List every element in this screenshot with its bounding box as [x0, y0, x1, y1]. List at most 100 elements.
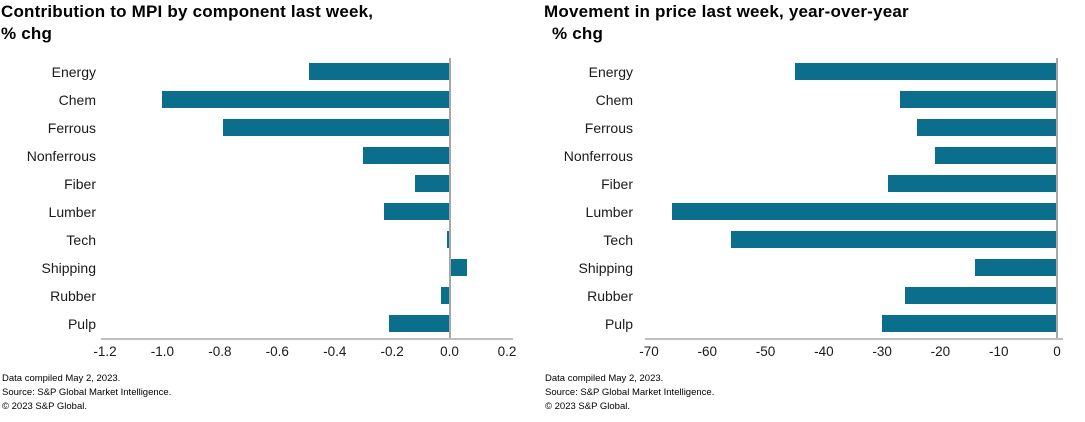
bar-track	[649, 170, 1057, 198]
category-label-pulp: Pulp	[604, 316, 633, 332]
category-label-nonferrous: Nonferrous	[563, 148, 633, 164]
x-tick-label: -0.4	[323, 344, 347, 359]
bar-track	[105, 310, 507, 338]
bar-shipping	[975, 259, 1057, 276]
chart-row-chem: Chem	[543, 86, 1085, 114]
bar-track	[649, 254, 1057, 282]
bar-track	[649, 198, 1057, 226]
chart-row-shipping: Shipping	[543, 254, 1085, 282]
x-tick-label: -0.2	[380, 344, 404, 359]
bar-chem	[899, 91, 1057, 108]
category-label-shipping: Shipping	[578, 260, 634, 276]
bar-rubber	[440, 287, 450, 304]
x-tick-label: -50	[755, 344, 776, 359]
plot-area: Energy Chem Ferrous Nonferrous Fiber Lumber Te…	[543, 58, 1085, 359]
chart-title-line2: % chg	[552, 24, 604, 43]
category-label-chem: Chem	[58, 92, 96, 108]
plot-area: Energy Chem Ferrous Nonferrous Fiber Lumber Te…	[0, 58, 540, 359]
x-tick-label: -1.2	[93, 344, 117, 359]
bar-track	[649, 142, 1057, 170]
chart-row-tech: Tech	[543, 226, 1085, 254]
bar-track	[105, 58, 507, 86]
chart-row-fiber: Fiber	[543, 170, 1085, 198]
chart-title-line1: Contribution to MPI by component last we…	[1, 2, 374, 21]
bar-track	[105, 226, 507, 254]
bar-rows: Energy Chem Ferrous Nonferrous Fiber Lumber Te…	[0, 58, 540, 338]
bar-nonferrous	[934, 147, 1057, 164]
bar-track	[105, 198, 507, 226]
x-tick-label: -60	[697, 344, 718, 359]
category-label-lumber: Lumber	[48, 204, 96, 220]
chart-row-shipping: Shipping	[0, 254, 540, 282]
x-tick-label: 0	[1053, 344, 1061, 359]
footnote-copyright: © 2023 S&P Global.	[2, 400, 87, 412]
bar-ferrous	[917, 119, 1057, 136]
chart-row-tech: Tech	[0, 226, 540, 254]
chart-row-ferrous: Ferrous	[543, 114, 1085, 142]
chart-row-energy: Energy	[543, 58, 1085, 86]
bar-energy	[308, 63, 450, 80]
x-tick-label: -1.0	[150, 344, 175, 359]
category-label-lumber: Lumber	[585, 204, 633, 220]
chart-row-chem: Chem	[0, 86, 540, 114]
chart-title-line1: Movement in price last week, year-over-y…	[544, 2, 909, 21]
x-axis-line	[645, 338, 1063, 340]
category-label-tech: Tech	[603, 232, 633, 248]
category-label-chem: Chem	[595, 92, 633, 108]
chart-row-energy: Energy	[0, 58, 540, 86]
chart-row-lumber: Lumber	[0, 198, 540, 226]
bar-rows: Energy Chem Ferrous Nonferrous Fiber Lumber Te…	[543, 58, 1085, 338]
footnote: Data compiled May 2, 2023. Source: S&P G…	[545, 372, 714, 413]
bar-ferrous	[222, 119, 450, 136]
footnote-source: Source: S&P Global Market Intelligence.	[545, 386, 715, 398]
bar-track	[105, 114, 507, 142]
bar-shipping	[449, 259, 467, 276]
x-tick-label: 0.0	[440, 344, 459, 359]
bar-pulp	[389, 315, 450, 332]
bar-track	[105, 86, 507, 114]
category-label-fiber: Fiber	[601, 176, 633, 192]
x-tick-label: -10	[988, 344, 1009, 359]
category-label-ferrous: Ferrous	[47, 120, 96, 136]
bar-lumber	[383, 203, 450, 220]
chart-row-rubber: Rubber	[543, 282, 1085, 310]
panel-mpi-contribution: Contribution to MPI by component last we…	[0, 0, 540, 422]
bar-track	[649, 58, 1057, 86]
category-label-ferrous: Ferrous	[584, 120, 633, 136]
category-label-energy: Energy	[51, 64, 96, 80]
footnote-source: Source: S&P Global Market Intelligence.	[2, 386, 172, 398]
bar-track	[105, 254, 507, 282]
chart-row-rubber: Rubber	[0, 282, 540, 310]
category-label-energy: Energy	[588, 64, 633, 80]
category-label-rubber: Rubber	[587, 288, 633, 304]
bar-nonferrous	[363, 147, 450, 164]
chart-title-line2: % chg	[1, 24, 53, 43]
bar-lumber	[672, 203, 1057, 220]
bar-tech	[730, 231, 1057, 248]
bar-fiber	[415, 175, 450, 192]
x-tick-label: -0.8	[208, 344, 232, 359]
chart-row-lumber: Lumber	[543, 198, 1085, 226]
footnote-compiled: Data compiled May 2, 2023.	[545, 373, 664, 384]
category-label-pulp: Pulp	[67, 316, 96, 332]
x-axis-line	[101, 338, 513, 340]
x-tick-label: -0.6	[265, 344, 289, 359]
bar-track	[105, 282, 507, 310]
bar-tech	[446, 231, 450, 248]
chart-title: Movement in price last week, year-over-y…	[544, 1, 909, 45]
chart-row-ferrous: Ferrous	[0, 114, 540, 142]
chart-row-pulp: Pulp	[543, 310, 1085, 338]
category-label-rubber: Rubber	[50, 288, 96, 304]
x-tick-label: -40	[814, 344, 834, 359]
chart-row-nonferrous: Nonferrous	[543, 142, 1085, 170]
chart-row-pulp: Pulp	[0, 310, 540, 338]
x-tick-label: -20	[930, 344, 951, 359]
x-tick-label: 0.2	[497, 344, 517, 359]
category-label-fiber: Fiber	[64, 176, 96, 192]
bar-track	[649, 282, 1057, 310]
category-label-tech: Tech	[66, 232, 96, 248]
bar-rubber	[905, 287, 1057, 304]
x-tick-label: -70	[639, 344, 659, 359]
bar-chem	[162, 91, 450, 108]
